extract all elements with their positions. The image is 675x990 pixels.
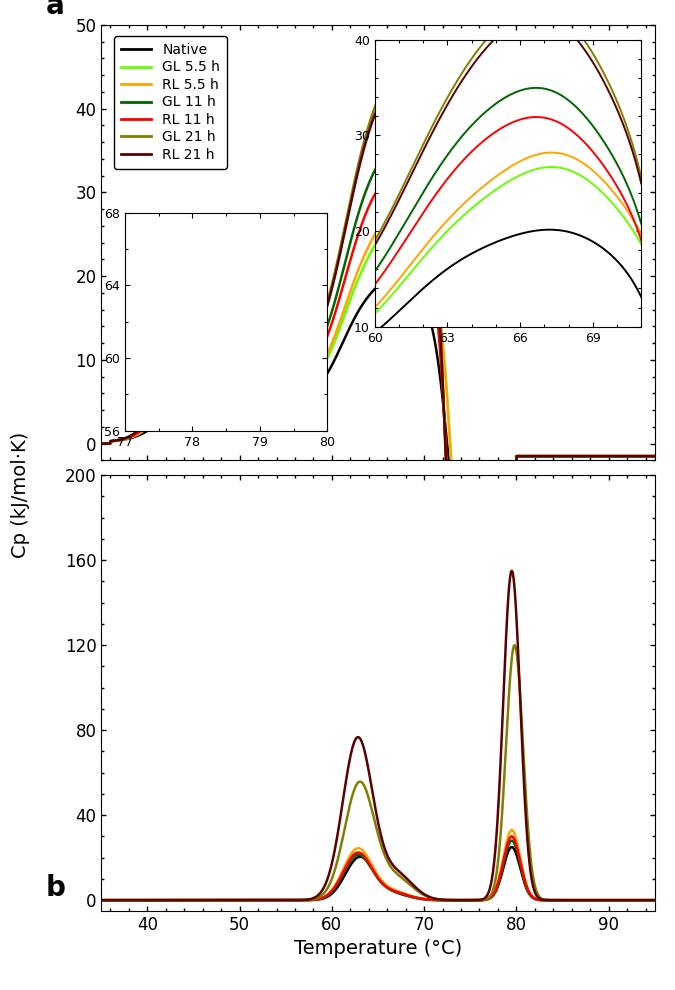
Text: a: a	[46, 0, 65, 21]
Text: b: b	[46, 874, 65, 902]
X-axis label: Temperature (°C): Temperature (°C)	[294, 940, 462, 958]
Legend: Native, GL 5.5 h, RL 5.5 h, GL 11 h, RL 11 h, GL 21 h, RL 21 h: Native, GL 5.5 h, RL 5.5 h, GL 11 h, RL …	[113, 36, 227, 168]
Text: Cp (kJ/mol·K): Cp (kJ/mol·K)	[11, 432, 30, 558]
